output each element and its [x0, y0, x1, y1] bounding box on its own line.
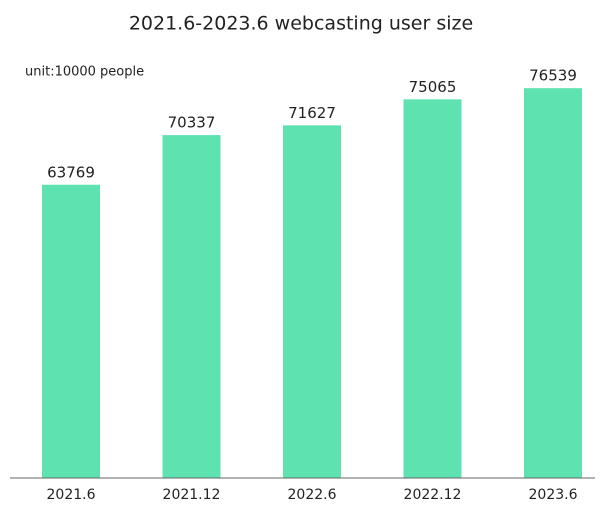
bar [403, 99, 462, 479]
x-tick-label: 2021.6 [47, 487, 96, 503]
bar [283, 125, 341, 479]
data-label: 63769 [47, 163, 95, 181]
data-label: 75065 [409, 78, 457, 96]
x-tick-label: 2022.12 [404, 487, 462, 503]
bar [162, 135, 221, 479]
x-tick-label: 2023.6 [529, 487, 578, 503]
data-label: 70337 [168, 114, 216, 132]
chart-title: 2021.6-2023.6 webcasting user size [129, 13, 473, 35]
bar [42, 184, 100, 478]
x-tick-label: 2022.6 [288, 487, 337, 503]
x-tick-label: 2021.12 [163, 487, 221, 503]
data-label: 76539 [529, 67, 577, 85]
unit-annotation: unit:10000 people [25, 65, 144, 80]
data-label: 71627 [288, 104, 336, 122]
bar [524, 88, 582, 479]
